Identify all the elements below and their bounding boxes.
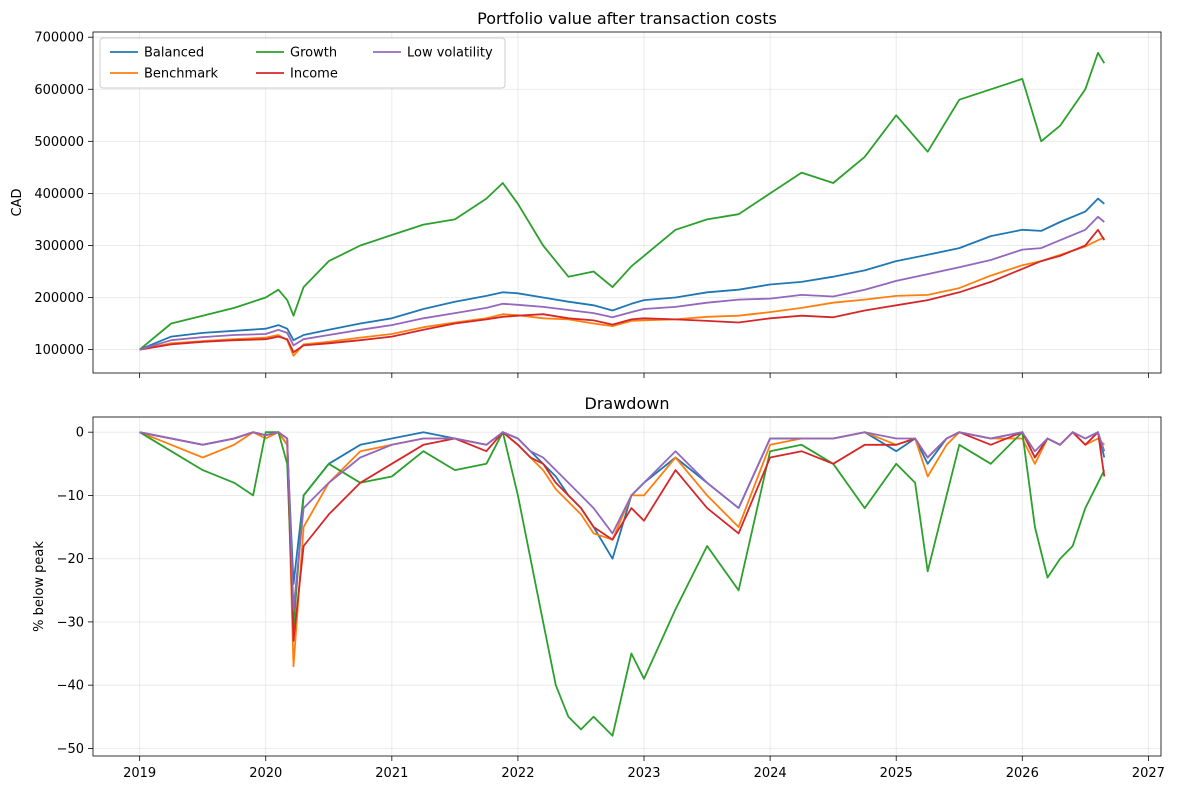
- drawdown-chart-title: Drawdown: [585, 394, 670, 413]
- drawdown-grid: [93, 417, 1161, 756]
- value-y-tick-label: 500000: [34, 135, 84, 150]
- drawdown-series-growth: [139, 431, 1106, 737]
- value-y-axis-label: CAD: [10, 189, 25, 217]
- value-y-tick-label: 300000: [34, 239, 84, 254]
- drawdown-y-tick-label: −20: [57, 552, 84, 567]
- value-chart-title: Portfolio value after transaction costs: [477, 9, 777, 28]
- drawdown-plot-frame: [92, 416, 1162, 757]
- chart-legend: Balanced Benchmark Growth Income Low volatil…: [99, 37, 506, 89]
- drawdown-x-tick-label: 2025: [880, 766, 913, 781]
- value-series-benchmark: [139, 236, 1105, 357]
- drawdown-x-tick-label: 2019: [123, 766, 156, 781]
- drawdown-chart: 2019 2020 2021 2022 2023 2024 2025 2026 2027 0 −10…: [32, 394, 1165, 781]
- legend-box: [99, 37, 506, 89]
- drawdown-x-tick-label: 2024: [754, 766, 787, 781]
- value-series-income: [139, 228, 1106, 354]
- value-series-group: [139, 51, 1106, 357]
- value-series-balanced: [139, 197, 1105, 351]
- value-y-tick-label: 200000: [34, 291, 84, 306]
- value-plot-frame: [92, 31, 1162, 374]
- value-y-tick-label: 600000: [34, 83, 84, 98]
- drawdown-y-tick-label: −10: [57, 489, 84, 504]
- drawdown-y-tick-label: −30: [57, 615, 84, 630]
- drawdown-x-tick-label: 2026: [1006, 766, 1039, 781]
- drawdown-x-tick-label: 2023: [627, 766, 660, 781]
- drawdown-x-tick-label: 2020: [249, 766, 282, 781]
- legend-label-benchmark: Benchmark: [144, 67, 219, 82]
- drawdown-series-income: [139, 431, 1106, 642]
- drawdown-series-benchmark: [139, 431, 1105, 668]
- value-series-low-volatility: [139, 215, 1105, 351]
- drawdown-y-axis-label: % below peak: [32, 541, 47, 632]
- legend-label-income: Income: [290, 67, 338, 82]
- legend-label-growth: Growth: [290, 46, 337, 61]
- drawdown-x-tick-label: 2027: [1132, 766, 1165, 781]
- value-series-growth: [139, 51, 1106, 351]
- drawdown-series-group: [139, 431, 1106, 737]
- value-y-tick-label: 100000: [34, 343, 84, 358]
- drawdown-y-tick-label: 0: [76, 426, 84, 441]
- value-y-tick-label: 400000: [34, 187, 84, 202]
- drawdown-series-low-volatility: [139, 431, 1106, 611]
- portfolio-value-chart: 100000 200000 300000 400000 500000 600000 7000…: [10, 9, 1162, 378]
- drawdown-x-tick-label: 2022: [501, 766, 534, 781]
- legend-label-balanced: Balanced: [144, 46, 204, 61]
- value-grid: [93, 32, 1161, 373]
- drawdown-x-tick-label: 2021: [375, 766, 408, 781]
- value-y-tick-label: 700000: [34, 31, 84, 46]
- drawdown-y-tick-label: −40: [57, 679, 84, 694]
- drawdown-y-tick-label: −50: [57, 742, 84, 757]
- legend-label-low-volatility: Low volatility: [407, 46, 493, 61]
